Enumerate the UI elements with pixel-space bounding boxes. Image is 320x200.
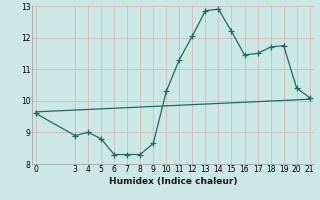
- X-axis label: Humidex (Indice chaleur): Humidex (Indice chaleur): [108, 177, 237, 186]
